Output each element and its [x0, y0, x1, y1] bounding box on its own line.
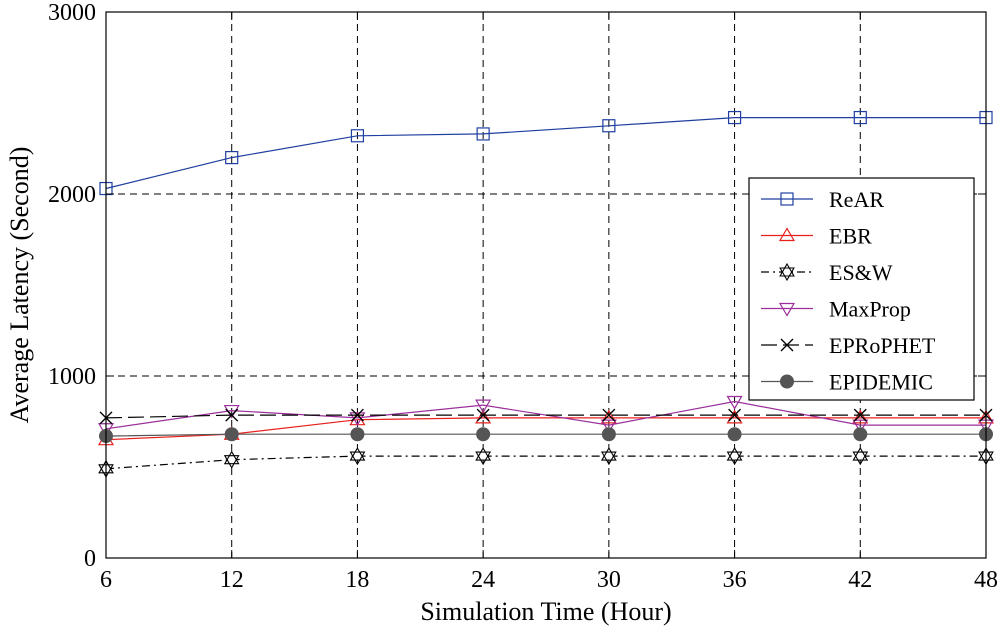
point-rear [602, 119, 616, 133]
point-esandw-tri-b [600, 451, 617, 466]
legend-marker-esandw-tri-b [779, 267, 795, 282]
point-esandw [349, 447, 366, 466]
legend-item-rear: ReAR [761, 187, 884, 212]
legend-item-eprophet: EPRoPHET [761, 333, 936, 358]
y-tick-label: 0 [84, 546, 96, 572]
point-eprophet [476, 408, 490, 422]
legend-label-eprophet: EPRoPHET [829, 333, 936, 358]
y-tick-label: 2000 [48, 182, 96, 208]
series-line-rear [105, 116, 986, 190]
x-tick-label: 36 [723, 567, 747, 593]
y-tick-label: 3000 [48, 0, 96, 26]
legend-marker-eprophet [780, 338, 794, 352]
point-eprophet-stroke-b [350, 408, 364, 422]
legend-label-ebr: EBR [829, 224, 872, 249]
point-epidemic [601, 427, 616, 442]
point-esandw [852, 446, 869, 466]
point-ebr [852, 409, 869, 424]
point-ebr [475, 409, 492, 424]
point-epidemic [350, 427, 365, 442]
series-line-eprophet [105, 414, 986, 419]
point-esandw-tri-a [223, 450, 240, 465]
legend-marker-maxprop [778, 302, 796, 317]
legend-item-maxprop: MaxProp [761, 297, 911, 322]
x-tick-label: 42 [848, 567, 872, 593]
x-tick-label: 24 [471, 567, 495, 593]
point-eprophet [225, 408, 239, 422]
point-eprophet-stroke-b [728, 408, 742, 422]
x-tick-label: 48 [974, 567, 998, 593]
point-ebr [726, 409, 743, 424]
point-esandw [726, 447, 743, 466]
point-rear [476, 127, 490, 141]
legend-item-epidemic: EPIDEMIC [761, 370, 933, 395]
legend-marker-ebr [778, 227, 796, 242]
legend-label-maxprop: MaxProp [829, 297, 911, 322]
point-maxprop [726, 395, 743, 410]
point-epidemic [224, 427, 239, 442]
legend-label-rear: ReAR [829, 187, 884, 212]
x-tick-label: 6 [100, 567, 112, 593]
legend-box [748, 177, 975, 401]
point-esandw-tri-a [852, 446, 869, 461]
point-esandw-tri-a [349, 447, 366, 461]
point-esandw-tri-b [223, 455, 240, 469]
point-eprophet [728, 408, 742, 422]
point-esandw [475, 447, 492, 466]
point-eprophet-stroke-b [602, 408, 616, 422]
series-layer [97, 110, 995, 478]
point-esandw-tri-a [475, 447, 492, 461]
plot-frame [105, 11, 987, 559]
x-axis-title: Simulation Time (Hour) [420, 597, 671, 626]
axis-ticks: 6 12 18 24 30 36 42 48 0 1000 2000 3000 [48, 0, 998, 593]
legend-marker-eprophet-stroke-b [780, 338, 794, 352]
point-ebr [600, 409, 617, 424]
point-eprophet [350, 408, 364, 422]
point-eprophet-stroke-b [853, 408, 867, 422]
series-line-epidemic [105, 433, 986, 437]
series-eprophet [99, 408, 993, 425]
legend-marker-rear [780, 192, 794, 206]
point-epidemic [727, 427, 742, 442]
legend: ReAR EBR ES&W MaxProp EPRoPHET EPIDEMIC [748, 177, 975, 401]
point-esandw-tri-b [726, 451, 743, 466]
series-epidemic [99, 427, 993, 444]
point-esandw-tri-a [726, 447, 743, 461]
legend-label-epidemic: EPIDEMIC [829, 370, 933, 395]
x-tick-label: 30 [597, 567, 621, 593]
point-rear [350, 129, 365, 143]
series-esandw [98, 446, 994, 478]
point-rear [225, 151, 239, 165]
point-esandw [600, 447, 617, 466]
legend-item-ebr: EBR [761, 224, 872, 249]
point-rear [727, 110, 742, 125]
point-eprophet [602, 408, 616, 422]
point-esandw-tri-a [600, 447, 617, 461]
series-line-esandw [105, 455, 986, 470]
point-maxprop [475, 399, 492, 414]
point-maxprop [852, 419, 869, 434]
point-epidemic [853, 427, 868, 442]
legend-marker-esandw [779, 262, 795, 282]
point-esandw-tri-b [852, 451, 869, 466]
x-tick-label: 12 [220, 567, 244, 593]
point-maxprop [600, 419, 617, 434]
point-eprophet-stroke-b [225, 408, 239, 422]
legend-item-esandw: ES&W [761, 260, 893, 285]
point-epidemic [476, 427, 491, 442]
legend-label-esandw: ES&W [829, 260, 893, 285]
point-esandw-tri-b [349, 451, 366, 466]
y-tick-label: 1000 [48, 364, 96, 390]
series-line-ebr [105, 417, 986, 441]
point-esandw-tri-b [475, 451, 492, 466]
legend-marker-epidemic [780, 374, 794, 389]
x-tick-label: 18 [345, 567, 369, 593]
y-axis-title: Average Latency (Second) [5, 147, 34, 424]
point-eprophet-stroke-b [476, 408, 490, 422]
point-rear [853, 110, 867, 125]
point-esandw [223, 450, 240, 469]
point-eprophet [853, 408, 867, 422]
